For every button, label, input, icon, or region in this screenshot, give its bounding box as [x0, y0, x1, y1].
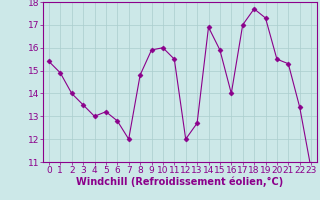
X-axis label: Windchill (Refroidissement éolien,°C): Windchill (Refroidissement éolien,°C): [76, 177, 284, 187]
